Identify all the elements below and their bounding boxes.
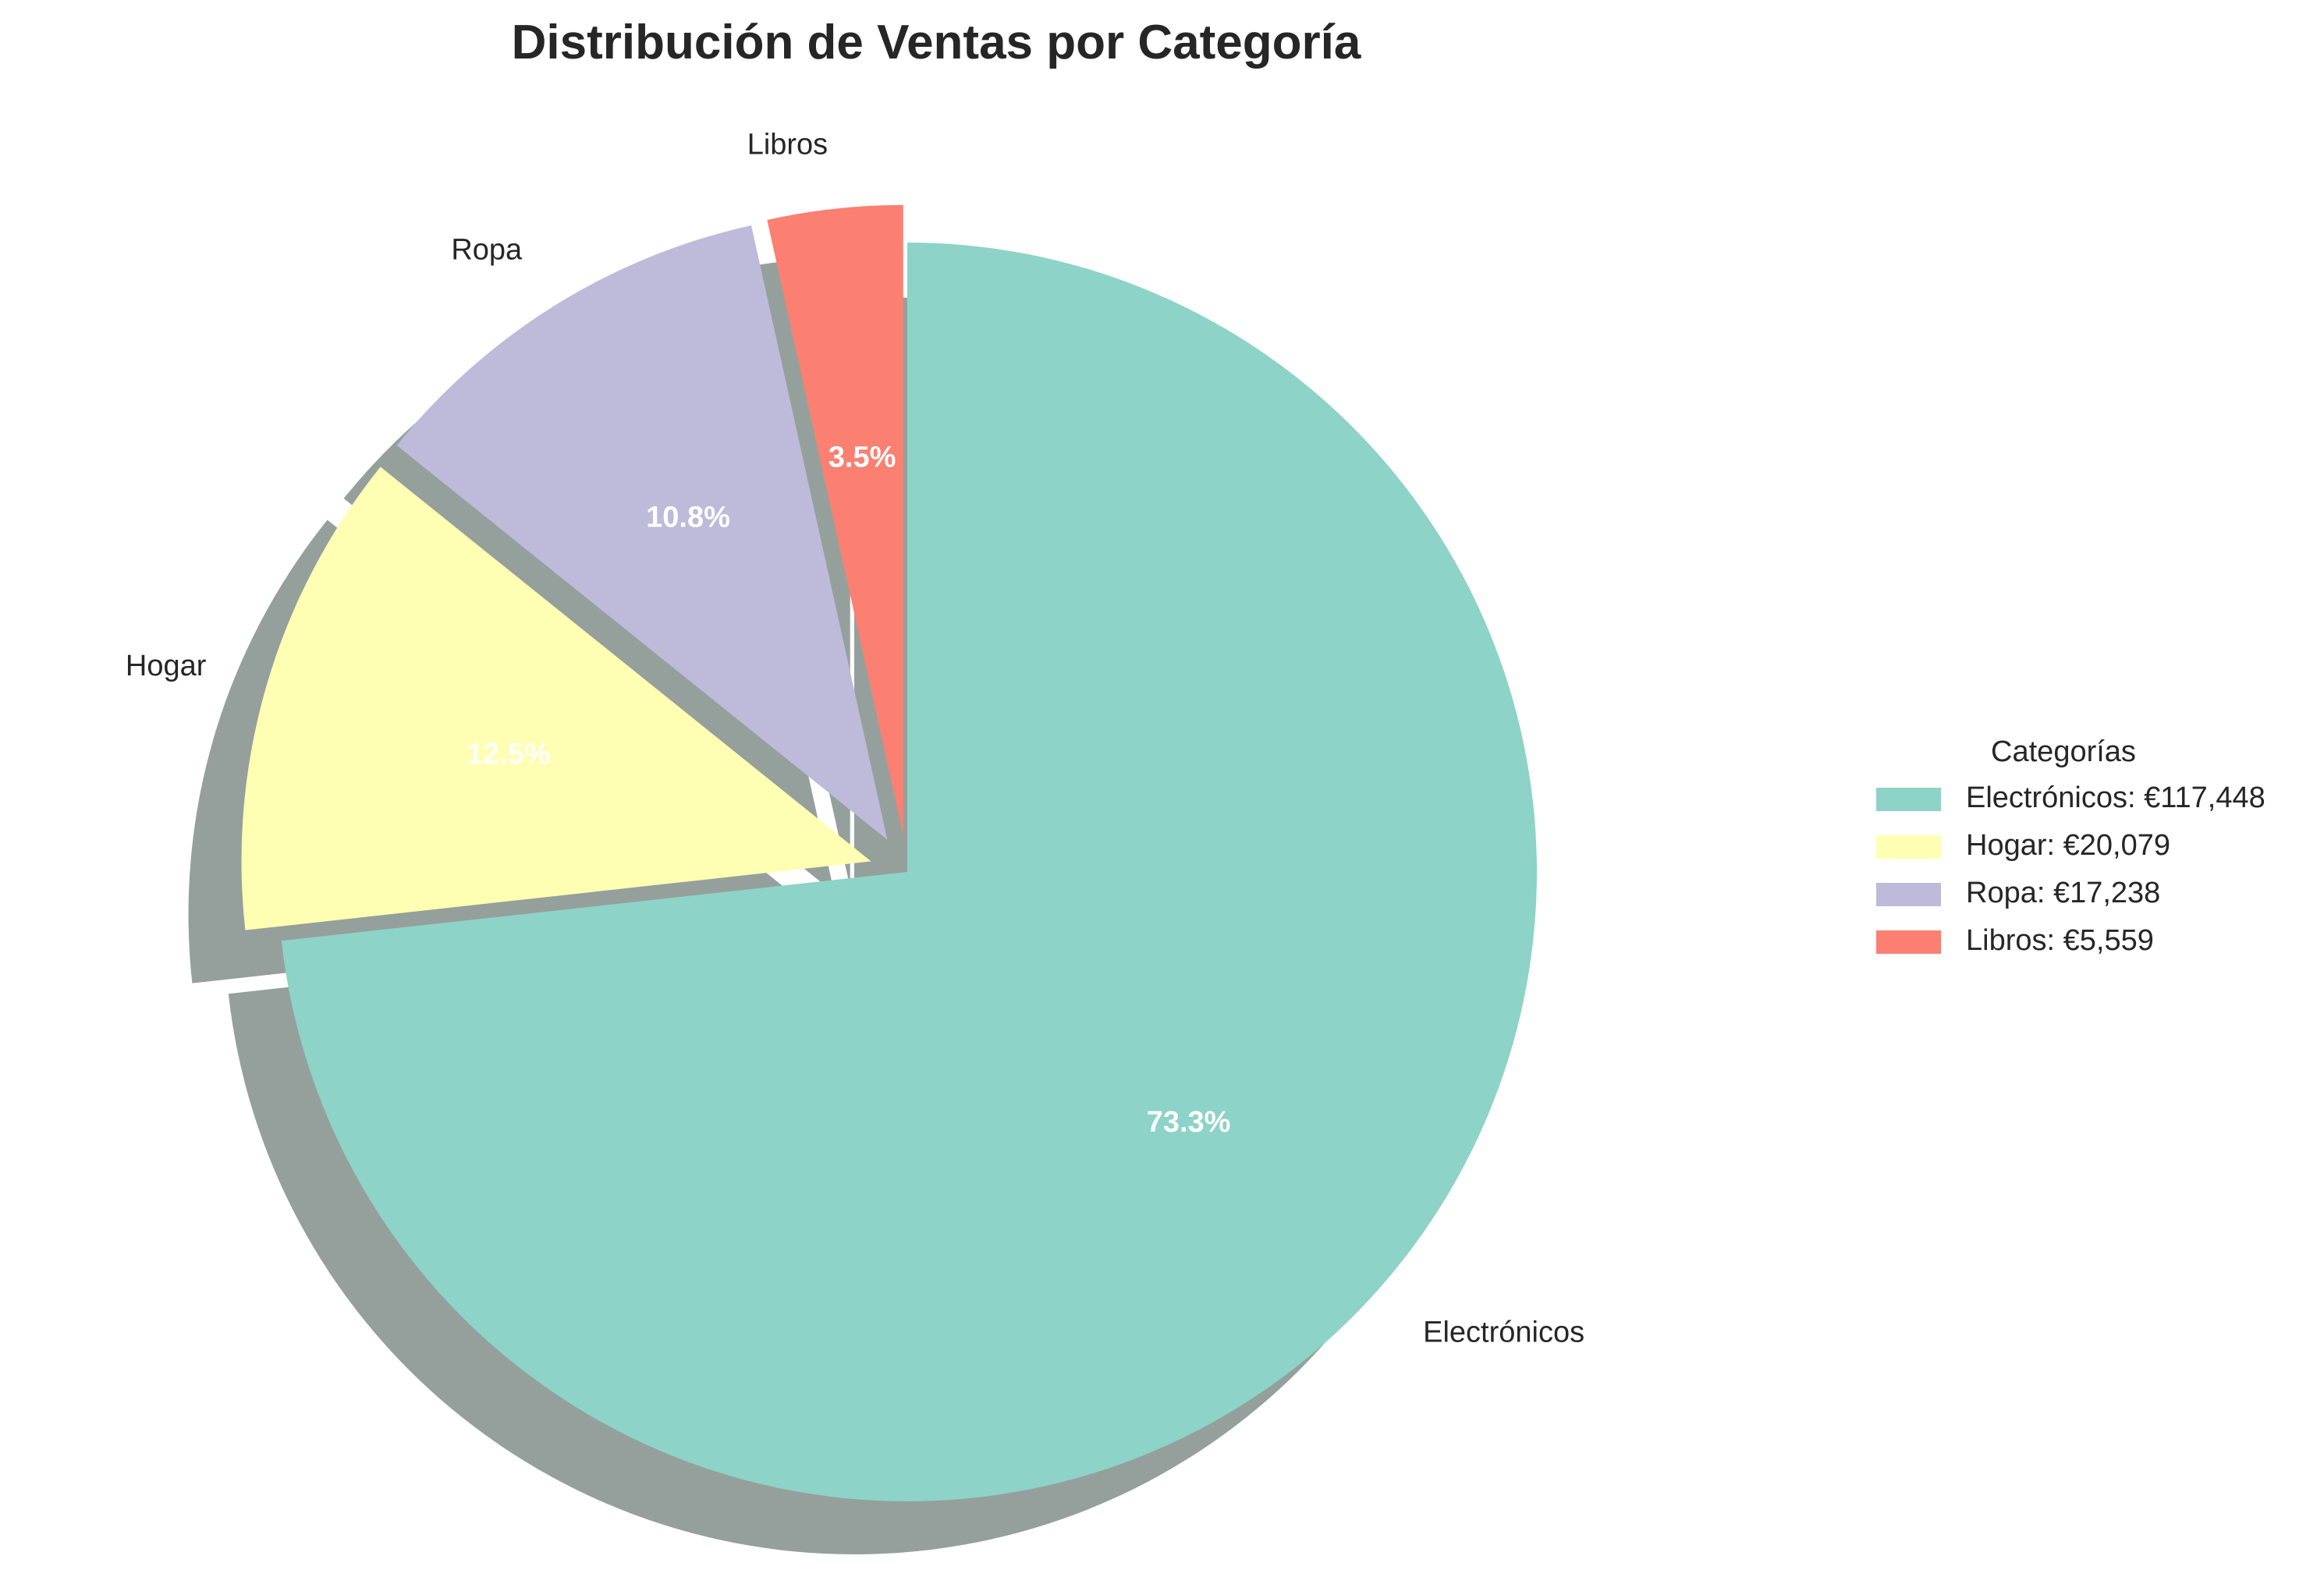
- legend-items: Electrónicos: €117,448 Hogar: €20,079 Ropa…: [1876, 781, 2265, 957]
- percent-label-libros: 3.5%: [828, 441, 896, 474]
- percent-label-hogar: 12.5%: [467, 738, 551, 771]
- slice-ropa: [396, 225, 888, 840]
- percent-label-electronicos: 73.3%: [1147, 1106, 1231, 1139]
- chart-title: Distribución de Ventas por Categoría: [512, 16, 1361, 69]
- legend-label-hogar: Hogar: €20,079: [1966, 829, 2170, 862]
- slice-label-ropa: Ropa: [451, 234, 523, 267]
- slice-label-electronicos: Electrónicos: [1423, 1316, 1584, 1348]
- slice-hogar: [241, 466, 871, 930]
- percent-labels: 73.3% 12.5% 10.8% 3.5%: [467, 441, 1231, 1139]
- pie-slices: [241, 204, 1538, 1502]
- slice-label-libros: Libros: [747, 128, 828, 161]
- legend-swatch-ropa: [1876, 883, 1941, 906]
- slice-electronicos: [281, 243, 1538, 1502]
- percent-label-ropa: 10.8%: [646, 501, 730, 534]
- legend-label-ropa: Ropa: €17,238: [1966, 877, 2160, 909]
- slice-libros: [767, 204, 903, 834]
- legend-label-electronicos: Electrónicos: €117,448: [1966, 781, 2265, 814]
- legend-swatch-libros: [1876, 930, 1941, 954]
- legend-swatch-electronicos: [1876, 788, 1941, 811]
- legend-title: Categorías: [1991, 735, 2136, 768]
- legend-label-libros: Libros: €5,559: [1966, 924, 2154, 957]
- slice-label-hogar: Hogar: [126, 650, 207, 682]
- slice-labels: Electrónicos Hogar Ropa Libros: [126, 128, 1584, 1348]
- legend: Categorías Electrónicos: €117,448 Hogar: …: [1876, 735, 2265, 957]
- legend-swatch-hogar: [1876, 835, 1941, 859]
